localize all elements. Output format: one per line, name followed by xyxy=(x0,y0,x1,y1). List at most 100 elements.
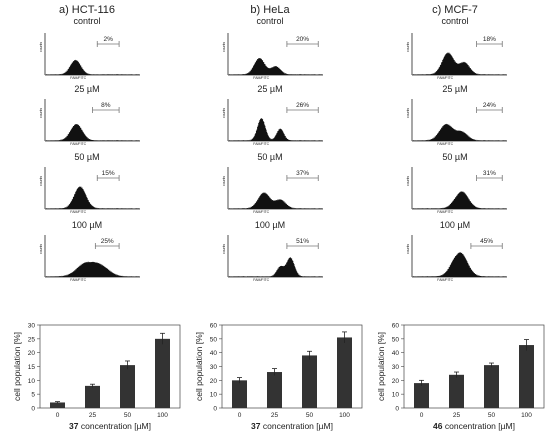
y-tick-label: 30 xyxy=(210,364,218,371)
y-tick-label: 0 xyxy=(395,406,399,413)
y-tick-label: 20 xyxy=(392,378,400,385)
x-axis-label-suffix: concentration [µM] xyxy=(79,421,151,431)
bar-50 xyxy=(120,365,135,408)
x-tick-label: 100 xyxy=(339,412,350,419)
gate-percent: 31% xyxy=(483,170,496,177)
histogram-panel: control counts FAM/FITC 20% xyxy=(222,16,323,80)
histogram-xlabel: FAM/FITC xyxy=(253,278,269,282)
histogram-panel: 100 µM counts FAM/FITC 45% xyxy=(406,220,507,282)
histogram-peak xyxy=(46,124,140,141)
gate-percent: 20% xyxy=(296,36,309,43)
histogram-peak xyxy=(229,257,323,277)
histogram-peak xyxy=(413,52,507,75)
y-tick-label: 40 xyxy=(210,350,218,357)
histogram-xlabel: FAM/FITC xyxy=(70,278,86,282)
histogram-ylabel: counts xyxy=(406,42,410,53)
y-tick-label: 20 xyxy=(210,378,218,385)
bar-0 xyxy=(50,402,65,408)
condition-label: 100 µM xyxy=(72,220,102,230)
panel-title: b) HeLa xyxy=(250,4,290,16)
histogram-ylabel: counts xyxy=(222,176,226,187)
y-tick-label: 25 xyxy=(28,336,36,343)
y-tick-label: 15 xyxy=(28,364,36,371)
histogram-ylabel: counts xyxy=(406,244,410,255)
x-axis-label-suffix: concentration [µM] xyxy=(443,421,515,431)
bar-100 xyxy=(155,338,170,408)
condition-label: control xyxy=(441,16,468,26)
y-tick-label: 10 xyxy=(210,392,218,399)
histogram-ylabel: counts xyxy=(406,108,410,119)
histogram-xlabel: FAM/FITC xyxy=(70,76,86,80)
x-tick-label: 100 xyxy=(157,412,168,419)
histogram-panel: control counts FAM/FITC 18% xyxy=(406,16,507,80)
histogram-xlabel: FAM/FITC xyxy=(253,210,269,214)
histogram-peak xyxy=(46,59,140,75)
x-tick-label: 50 xyxy=(488,412,496,419)
y-tick-label: 60 xyxy=(210,323,218,330)
y-tick-label: 60 xyxy=(392,323,400,330)
compound-number: 37 xyxy=(251,421,261,431)
x-axis-label: 37 concentration [µM] xyxy=(69,421,151,431)
bar-50 xyxy=(484,365,499,408)
histogram-xlabel: FAM/FITC xyxy=(253,142,269,146)
gate-percent: 25% xyxy=(101,238,114,245)
condition-label: 100 µM xyxy=(440,220,470,230)
histogram-ylabel: counts xyxy=(39,42,43,53)
y-tick-label: 5 xyxy=(31,392,35,399)
gate-percent: 26% xyxy=(296,102,309,109)
histogram-ylabel: counts xyxy=(222,108,226,119)
histogram-panel: 50 µM counts FAM/FITC 31% xyxy=(406,152,507,214)
x-tick-label: 25 xyxy=(271,412,279,419)
histogram-peak xyxy=(46,186,140,209)
histogram-peak xyxy=(413,252,507,277)
y-tick-label: 0 xyxy=(31,406,35,413)
gate-percent: 37% xyxy=(296,170,309,177)
y-tick-label: 20 xyxy=(28,350,36,357)
histogram-xlabel: FAM/FITC xyxy=(437,142,453,146)
condition-label: 25 µM xyxy=(74,84,99,94)
histogram-peak xyxy=(229,118,323,141)
bar-100 xyxy=(519,345,534,408)
gate-percent: 18% xyxy=(483,36,496,43)
y-axis-label: cell population [%] xyxy=(376,332,386,401)
histogram-xlabel: FAM/FITC xyxy=(437,278,453,282)
bar-50 xyxy=(302,355,317,408)
condition-label: control xyxy=(73,16,100,26)
condition-label: 50 µM xyxy=(442,152,467,162)
y-tick-label: 40 xyxy=(392,350,400,357)
gate-percent: 15% xyxy=(102,170,115,177)
histogram-panel: 50 µM counts FAM/FITC 37% xyxy=(222,152,323,214)
histogram-peak xyxy=(46,261,140,277)
histogram-xlabel: FAM/FITC xyxy=(70,210,86,214)
bar-0 xyxy=(232,380,247,408)
condition-label: 25 µM xyxy=(442,84,467,94)
x-tick-label: 100 xyxy=(521,412,532,419)
compound-number: 37 xyxy=(69,421,79,431)
y-tick-label: 30 xyxy=(392,364,400,371)
histogram-panel: 25 µM counts FAM/FITC 26% xyxy=(222,84,323,146)
x-tick-label: 0 xyxy=(420,412,424,419)
histogram-xlabel: FAM/FITC xyxy=(437,210,453,214)
histogram-ylabel: counts xyxy=(39,108,43,119)
bar-25 xyxy=(85,385,100,408)
gate-percent: 45% xyxy=(480,238,493,245)
gate-percent: 2% xyxy=(103,36,113,43)
x-tick-label: 50 xyxy=(306,412,314,419)
histogram-panel: 50 µM counts FAM/FITC 15% xyxy=(39,152,140,214)
histogram-ylabel: counts xyxy=(39,244,43,255)
histogram-ylabel: counts xyxy=(39,176,43,187)
gate-percent: 8% xyxy=(101,102,111,109)
histogram-xlabel: FAM/FITC xyxy=(437,76,453,80)
bar-chart: 0 10 20 30 40 50 60 cell population [%] 0 25 50 100… xyxy=(376,323,545,431)
x-axis-label: 46 concentration [µM] xyxy=(433,421,515,431)
histogram-ylabel: counts xyxy=(406,176,410,187)
x-tick-label: 25 xyxy=(89,412,97,419)
x-axis-label-suffix: concentration [µM] xyxy=(261,421,333,431)
gate-percent: 51% xyxy=(296,238,309,245)
gate-percent: 24% xyxy=(483,102,496,109)
histogram-peak xyxy=(413,191,507,209)
x-axis-label: 37 concentration [µM] xyxy=(251,421,333,431)
histogram-xlabel: FAM/FITC xyxy=(253,76,269,80)
histogram-panel: 100 µM counts FAM/FITC 25% xyxy=(39,220,140,282)
